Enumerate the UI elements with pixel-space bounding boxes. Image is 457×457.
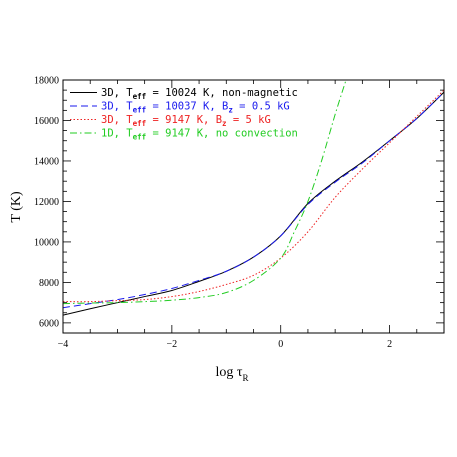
series-line-3d-bz-0-5kg [63, 91, 444, 309]
y-axis-title: T (K) [9, 191, 24, 223]
legend-entry-3d-bz-0-5kg: 3D, Teff = 10037 K, Bz = 0.5 kG [70, 101, 290, 115]
x-tick-label: 2 [387, 339, 392, 350]
x-axis-title-subscript: R [243, 373, 249, 383]
y-tick-label: 10000 [34, 237, 59, 248]
legend-label: 3D, Teff = 9147 K, Bz = 5 kG [101, 114, 271, 128]
x-axis-title-main: log τ [215, 365, 242, 380]
legend-entry-3d-bz-5kg: 3D, Teff = 9147 K, Bz = 5 kG [70, 114, 271, 128]
legend-label: 1D, Teff = 9147 K, no convection [101, 128, 298, 142]
x-tick-label: −2 [167, 339, 178, 350]
y-tick-label: 6000 [39, 318, 59, 329]
x-tick-label: 0 [278, 339, 283, 350]
tick-labels: −4 −2 0 2 6000 8000 10000 12000 14000 16000 18000 [34, 76, 392, 351]
x-axis-title: log τR [215, 365, 248, 383]
legend-label: 3D, Teff = 10024 K, non-magnetic [101, 87, 298, 101]
series-lines [63, 80, 444, 316]
plot-frame [62, 79, 445, 334]
legend-entry-1d-no-convection: 1D, Teff = 9147 K, no convection [70, 128, 298, 142]
series-line-1d-no-convection [63, 80, 347, 305]
legend-entry-3d-nonmagnetic: 3D, Teff = 10024 K, non-magnetic [70, 87, 298, 101]
y-tick-label: 16000 [34, 116, 59, 127]
y-tick-label: 18000 [34, 76, 59, 87]
tick-marks [62, 79, 445, 334]
y-tick-label: 8000 [39, 278, 59, 289]
legend-label: 3D, Teff = 10037 K, Bz = 0.5 kG [101, 101, 290, 115]
y-tick-label: 12000 [34, 197, 59, 208]
series-line-3d-bz-5kg [63, 89, 444, 303]
y-tick-label: 14000 [34, 156, 59, 167]
x-tick-label: −4 [58, 339, 69, 350]
